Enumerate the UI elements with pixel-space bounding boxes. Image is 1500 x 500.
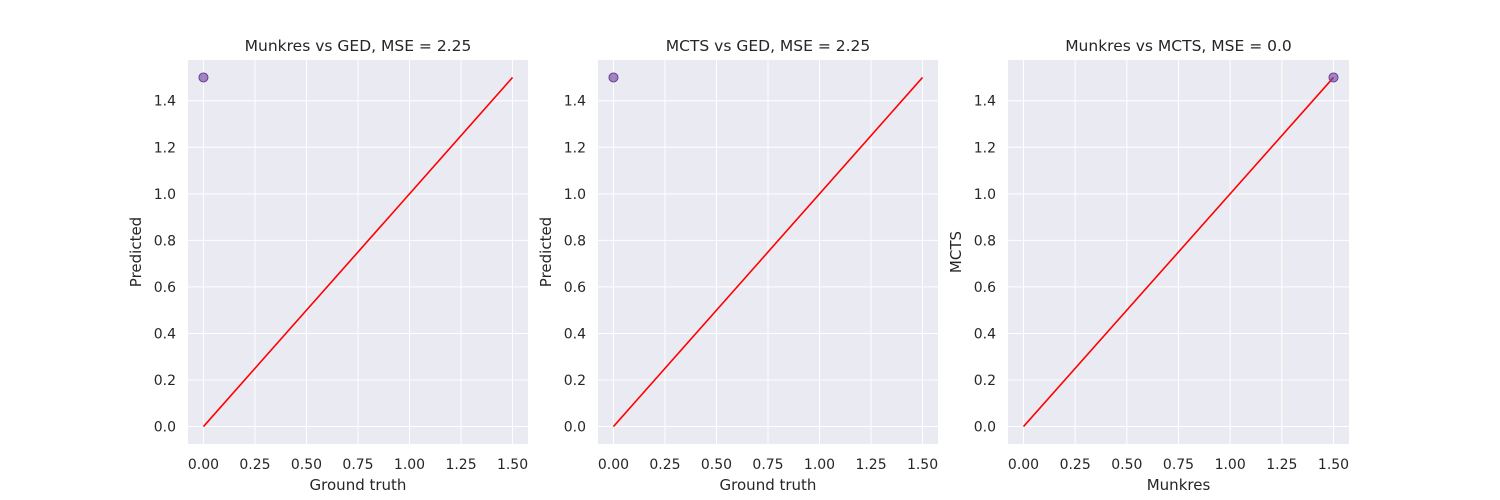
y-tick-label: 0.0 xyxy=(564,420,586,436)
y-tick-label: 1.0 xyxy=(974,187,996,203)
y-tick-label: 1.0 xyxy=(154,187,176,203)
reference-line xyxy=(612,76,924,428)
scatter-point xyxy=(198,72,209,83)
y-tick-label: 0.6 xyxy=(564,280,586,296)
y-axis-label: MCTS xyxy=(947,231,965,273)
y-tick-label: 0.2 xyxy=(974,373,996,389)
y-tick-label: 1.4 xyxy=(974,94,996,110)
x-axis-label: Munkres xyxy=(1147,476,1211,494)
x-tick-label: 1.00 xyxy=(394,457,425,473)
x-tick-label: 0.00 xyxy=(1008,457,1039,473)
y-tick-label: 0.6 xyxy=(154,280,176,296)
subplot-2: 0.00 0.25 0.50 0.75 1.00 1.25 1.50 0.0 0.2 0.4 0.6… xyxy=(537,37,938,494)
x-tick-label: 0.25 xyxy=(649,457,680,473)
y-tick-label: 0.0 xyxy=(154,420,176,436)
x-tick-label: 1.25 xyxy=(855,457,886,473)
scatter-point xyxy=(1328,72,1339,83)
x-axis-label: Ground truth xyxy=(310,476,407,494)
x-tick-label: 0.50 xyxy=(1111,457,1142,473)
y-tick-label: 1.4 xyxy=(564,94,586,110)
x-tick-label: 0.75 xyxy=(342,457,373,473)
y-tick-label: 0.8 xyxy=(564,233,586,249)
y-tick-label: 0.0 xyxy=(974,420,996,436)
y-axis-label: Predicted xyxy=(537,217,555,287)
y-tick-label: 0.8 xyxy=(154,233,176,249)
x-tick-label: 0.50 xyxy=(291,457,322,473)
x-tick-label: 0.00 xyxy=(188,457,219,473)
x-tick-label: 0.25 xyxy=(239,457,270,473)
x-tick-label: 1.50 xyxy=(1318,457,1349,473)
x-tick-label: 0.75 xyxy=(1163,457,1194,473)
subplot-title: Munkres vs GED, MSE = 2.25 xyxy=(245,37,472,55)
subplot-1: 0.00 0.25 0.50 0.75 1.00 1.25 1.50 0.0 0.2 0.4 0.6… xyxy=(127,37,528,494)
subplot-3: 0.00 0.25 0.50 0.75 1.00 1.25 1.50 0.0 0.2 0.4 0.6… xyxy=(947,37,1349,494)
y-tick-label: 0.6 xyxy=(974,280,996,296)
scatter-point xyxy=(608,72,619,83)
subplot-title: Munkres vs MCTS, MSE = 0.0 xyxy=(1065,37,1292,55)
x-tick-label: 1.50 xyxy=(497,457,528,473)
x-tick-label: 1.00 xyxy=(1215,457,1246,473)
y-tick-label: 0.2 xyxy=(154,373,176,389)
reference-line xyxy=(1022,76,1335,428)
reference-line xyxy=(202,76,514,428)
subplot-title: MCTS vs GED, MSE = 2.25 xyxy=(666,37,871,55)
x-tick-label: 1.25 xyxy=(445,457,476,473)
y-tick-label: 0.4 xyxy=(564,326,586,342)
y-tick-label: 1.4 xyxy=(154,94,176,110)
y-axis-label: Predicted xyxy=(127,217,145,287)
x-tick-label: 0.00 xyxy=(598,457,629,473)
y-tick-label: 0.8 xyxy=(974,233,996,249)
y-tick-label: 0.4 xyxy=(974,326,996,342)
x-tick-label: 1.00 xyxy=(804,457,835,473)
y-tick-label: 0.2 xyxy=(564,373,586,389)
x-tick-label: 0.75 xyxy=(752,457,783,473)
x-tick-label: 1.25 xyxy=(1266,457,1297,473)
y-tick-label: 1.2 xyxy=(564,140,586,156)
y-tick-label: 1.2 xyxy=(974,140,996,156)
x-tick-label: 1.50 xyxy=(907,457,938,473)
x-tick-label: 0.25 xyxy=(1060,457,1091,473)
y-tick-label: 1.0 xyxy=(564,187,586,203)
x-axis-label: Ground truth xyxy=(720,476,817,494)
x-tick-label: 0.50 xyxy=(701,457,732,473)
y-tick-label: 0.4 xyxy=(154,326,176,342)
y-tick-label: 1.2 xyxy=(154,140,176,156)
